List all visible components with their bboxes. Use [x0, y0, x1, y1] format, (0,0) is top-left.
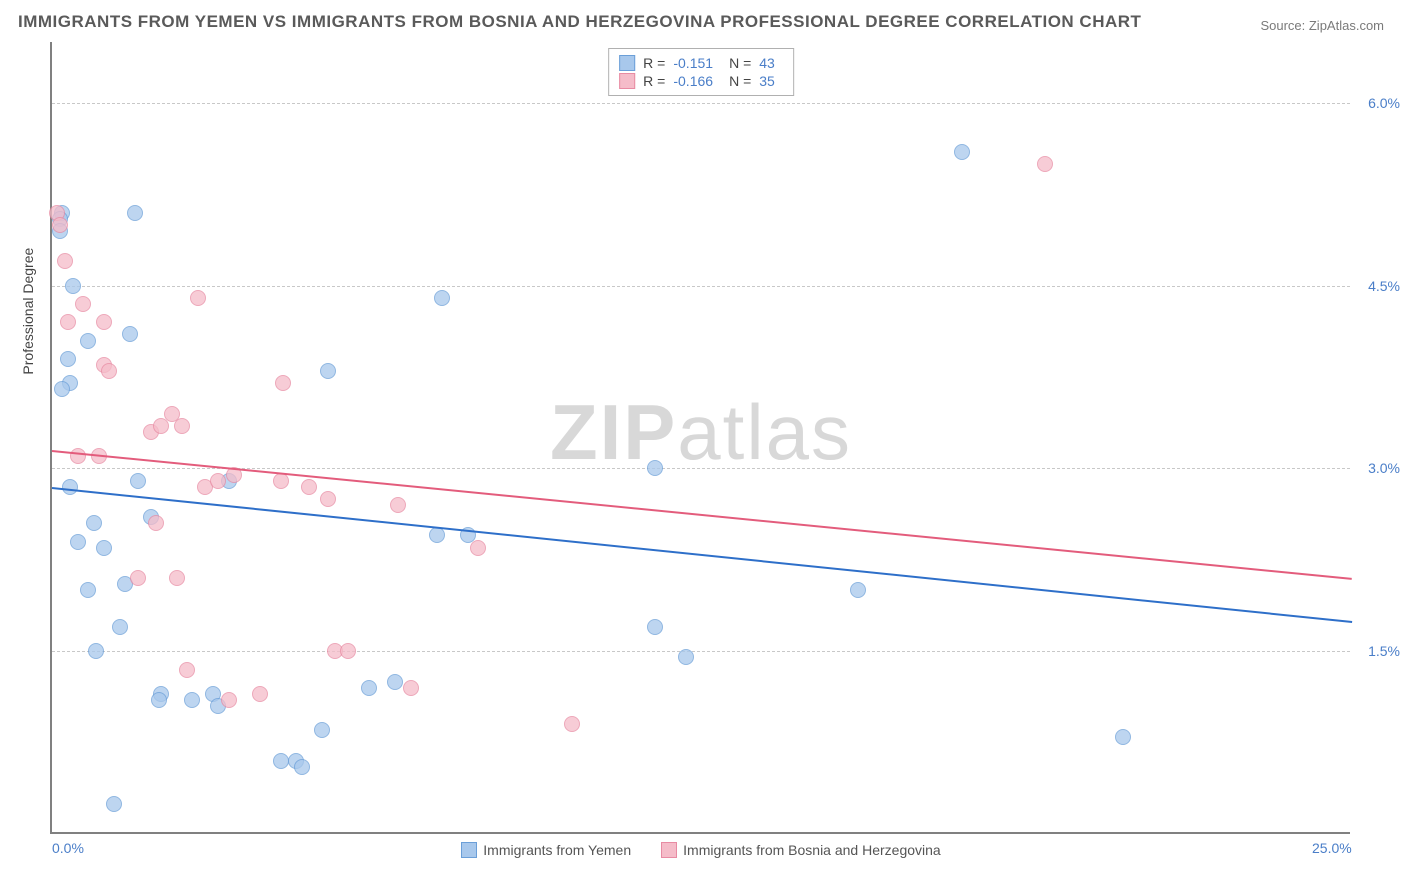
chart-title: IMMIGRANTS FROM YEMEN VS IMMIGRANTS FROM… [18, 12, 1141, 32]
watermark: ZIPatlas [550, 387, 852, 478]
legend-swatch [661, 842, 677, 858]
data-point [564, 716, 580, 732]
n-label: N = [729, 73, 751, 89]
data-point [62, 479, 78, 495]
data-point [153, 418, 169, 434]
r-label: R = [643, 55, 665, 71]
data-point [130, 473, 146, 489]
n-label: N = [729, 55, 751, 71]
y-tick-label: 4.5% [1355, 278, 1400, 294]
data-point [320, 363, 336, 379]
gridline [52, 286, 1350, 287]
data-point [387, 674, 403, 690]
trend-line [52, 450, 1352, 580]
data-point [169, 570, 185, 586]
data-point [127, 205, 143, 221]
gridline [52, 651, 1350, 652]
data-point [101, 363, 117, 379]
legend-swatch [619, 55, 635, 71]
r-label: R = [643, 73, 665, 89]
legend-label: Immigrants from Yemen [483, 842, 631, 858]
data-point [294, 759, 310, 775]
data-point [275, 375, 291, 391]
data-point [151, 692, 167, 708]
data-point [470, 540, 486, 556]
data-point [96, 540, 112, 556]
data-point [850, 582, 866, 598]
r-value: -0.151 [673, 55, 713, 71]
data-point [403, 680, 419, 696]
data-point [75, 296, 91, 312]
watermark-atlas: atlas [677, 388, 852, 476]
data-point [1037, 156, 1053, 172]
data-point [954, 144, 970, 160]
n-value: 35 [759, 73, 775, 89]
data-point [70, 534, 86, 550]
data-point [1115, 729, 1131, 745]
trend-line [52, 487, 1352, 623]
data-point [361, 680, 377, 696]
data-point [52, 217, 68, 233]
data-point [60, 314, 76, 330]
stats-box: R = -0.151 N = 43 R = -0.166 N = 35 [608, 48, 794, 96]
data-point [106, 796, 122, 812]
y-tick-label: 3.0% [1355, 460, 1400, 476]
source-label: Source: ZipAtlas.com [1260, 18, 1384, 33]
data-point [54, 381, 70, 397]
data-point [190, 290, 206, 306]
stats-row: R = -0.166 N = 35 [619, 73, 783, 89]
data-point [80, 333, 96, 349]
chart-container: ZIPatlas 1.5%3.0%4.5%6.0%0.0%25.0%R =-0.… [50, 42, 1350, 834]
data-point [340, 643, 356, 659]
stats-row: R = -0.151 N = 43 [619, 55, 783, 71]
data-point [184, 692, 200, 708]
legend-label: Immigrants from Bosnia and Herzegovina [683, 842, 941, 858]
data-point [88, 643, 104, 659]
legend-swatch [461, 842, 477, 858]
data-point [320, 491, 336, 507]
y-tick-label: 6.0% [1355, 95, 1400, 111]
data-point [390, 497, 406, 513]
data-point [434, 290, 450, 306]
bottom-legend: Immigrants from Yemen Immigrants from Bos… [52, 842, 1350, 858]
data-point [301, 479, 317, 495]
data-point [221, 692, 237, 708]
data-point [57, 253, 73, 269]
data-point [80, 582, 96, 598]
data-point [130, 570, 146, 586]
data-point [314, 722, 330, 738]
legend-swatch [619, 73, 635, 89]
y-tick-label: 1.5% [1355, 643, 1400, 659]
data-point [179, 662, 195, 678]
data-point [678, 649, 694, 665]
y-axis-label: Professional Degree [20, 248, 36, 375]
plot-area: ZIPatlas 1.5%3.0%4.5%6.0%0.0%25.0%R =-0.… [50, 42, 1350, 834]
data-point [174, 418, 190, 434]
n-value: 43 [759, 55, 775, 71]
legend-item: Immigrants from Bosnia and Herzegovina [661, 842, 941, 858]
r-value: -0.166 [673, 73, 713, 89]
data-point [148, 515, 164, 531]
data-point [112, 619, 128, 635]
data-point [210, 473, 226, 489]
data-point [86, 515, 102, 531]
legend-item: Immigrants from Yemen [461, 842, 631, 858]
data-point [60, 351, 76, 367]
data-point [70, 448, 86, 464]
data-point [65, 278, 81, 294]
data-point [647, 460, 663, 476]
data-point [122, 326, 138, 342]
data-point [429, 527, 445, 543]
gridline [52, 103, 1350, 104]
data-point [273, 753, 289, 769]
data-point [647, 619, 663, 635]
data-point [252, 686, 268, 702]
data-point [96, 314, 112, 330]
